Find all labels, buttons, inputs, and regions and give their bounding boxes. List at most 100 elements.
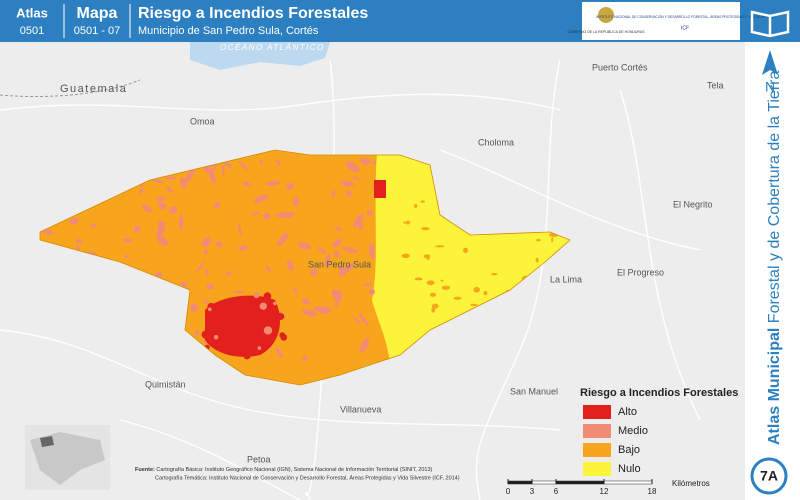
- medio-patch: [332, 244, 338, 248]
- medio-patch: [194, 330, 200, 336]
- alto-patch: [263, 292, 272, 300]
- bajo-patch: [440, 279, 444, 282]
- alto-patch: [266, 341, 270, 345]
- roads: [0, 59, 701, 500]
- medio-patch: [139, 188, 144, 195]
- title: Riesgo a Incendios Forestales: [138, 5, 368, 22]
- medio-patch: [332, 289, 342, 303]
- medio-patch: [157, 235, 169, 246]
- alto-patch: [238, 298, 245, 305]
- alto-patch: [256, 341, 263, 348]
- medio-patch: [125, 254, 129, 259]
- bajo-patch: [426, 280, 435, 286]
- medio-patch: [69, 218, 80, 225]
- medio-patch: [352, 213, 364, 228]
- medio-patch: [189, 303, 198, 312]
- medio-patch: [368, 288, 375, 295]
- medio-patch: [259, 159, 263, 164]
- bajo-patch: [401, 253, 410, 259]
- medio-patch: [201, 237, 211, 247]
- alto-patch: [374, 180, 386, 198]
- alto-patch: [257, 346, 262, 350]
- medio-patch: [359, 157, 368, 166]
- bajo-patch: [473, 286, 480, 293]
- subtitle: Municipio de San Pedro Sula, Cortés: [138, 25, 319, 37]
- scale-unit: Kilómetros: [672, 479, 710, 488]
- bajo-patch: [406, 220, 410, 225]
- medio-patch: [90, 223, 97, 228]
- inset-highlight: [40, 436, 54, 447]
- medio-patch: [212, 162, 218, 172]
- atlas-label: Atlas: [16, 5, 48, 20]
- bajo-patch: [441, 285, 451, 290]
- bajo-patch: [470, 303, 478, 307]
- medio-patch: [277, 232, 289, 247]
- alto-patch: [253, 292, 260, 299]
- badge-text: 7A: [760, 468, 778, 484]
- place-label: Tela: [707, 80, 724, 90]
- medio-patch: [286, 260, 294, 271]
- map-code: 0501 - 07: [74, 25, 120, 37]
- scale-segment: [555, 480, 605, 485]
- place-label: Omoa: [190, 116, 215, 126]
- bajo-patch: [535, 238, 541, 242]
- medio-patch: [358, 312, 369, 327]
- bajo-patch: [414, 204, 418, 209]
- north-label: N: [765, 79, 775, 95]
- legend-swatch: [583, 443, 611, 457]
- place-label: San Pedro Sula: [308, 259, 371, 269]
- medio-patch: [317, 246, 326, 254]
- bajo-patch: [426, 257, 430, 260]
- medio-patch: [334, 302, 339, 307]
- place-label: Quimistán: [145, 379, 186, 389]
- bajo-patch: [421, 227, 430, 231]
- medio-patch: [238, 245, 248, 251]
- alto-patch: [204, 300, 209, 305]
- medio-patch: [340, 180, 355, 187]
- medio-patch: [195, 262, 206, 273]
- medio-patch: [203, 248, 208, 255]
- medio-patch: [265, 180, 280, 186]
- medio-patch: [168, 206, 178, 214]
- bajo-patch: [429, 292, 437, 297]
- legend-swatch: [583, 462, 611, 476]
- alto-patch: [262, 335, 269, 342]
- source-thematic: Cartografía Temática: Instituto Nacional…: [155, 474, 460, 481]
- medio-patch: [266, 265, 271, 273]
- medio-patch: [166, 186, 174, 194]
- alto-patch: [243, 351, 251, 360]
- medio-patch: [276, 159, 281, 166]
- bajo-patch: [414, 277, 423, 281]
- alto-patch: [273, 301, 277, 306]
- scale-segment: [507, 480, 533, 485]
- medio-patch: [158, 202, 167, 210]
- medio-patch: [205, 269, 209, 275]
- alto-patch: [201, 330, 210, 339]
- medio-patch: [213, 201, 221, 208]
- medio-patch: [293, 287, 298, 294]
- map-label: Mapa: [77, 5, 118, 22]
- medio-patch: [221, 165, 225, 176]
- medio-patch: [224, 161, 232, 168]
- legend-title: Riesgo a Incendios Forestales: [580, 387, 738, 399]
- medio-patch: [364, 282, 372, 287]
- medio-patch: [185, 167, 195, 184]
- alto-patch: [277, 312, 285, 321]
- bajo-patch: [453, 296, 462, 300]
- medio-patch: [180, 281, 188, 288]
- side-panel: [745, 42, 800, 500]
- medio-patch: [353, 317, 362, 324]
- alto-patch: [213, 334, 219, 340]
- badge: [750, 457, 788, 495]
- alto-zone: [205, 295, 280, 357]
- legend-swatch: [583, 405, 611, 419]
- alto-patch: [259, 302, 267, 310]
- coat-of-arms: [598, 7, 614, 23]
- medio-patch: [297, 242, 312, 250]
- medio-patch: [345, 161, 360, 173]
- medio-patch: [41, 229, 54, 235]
- medio-patch: [292, 197, 300, 207]
- medio-patch: [360, 337, 370, 353]
- medio-patch: [372, 160, 377, 165]
- place-label: Guatemala: [60, 83, 127, 95]
